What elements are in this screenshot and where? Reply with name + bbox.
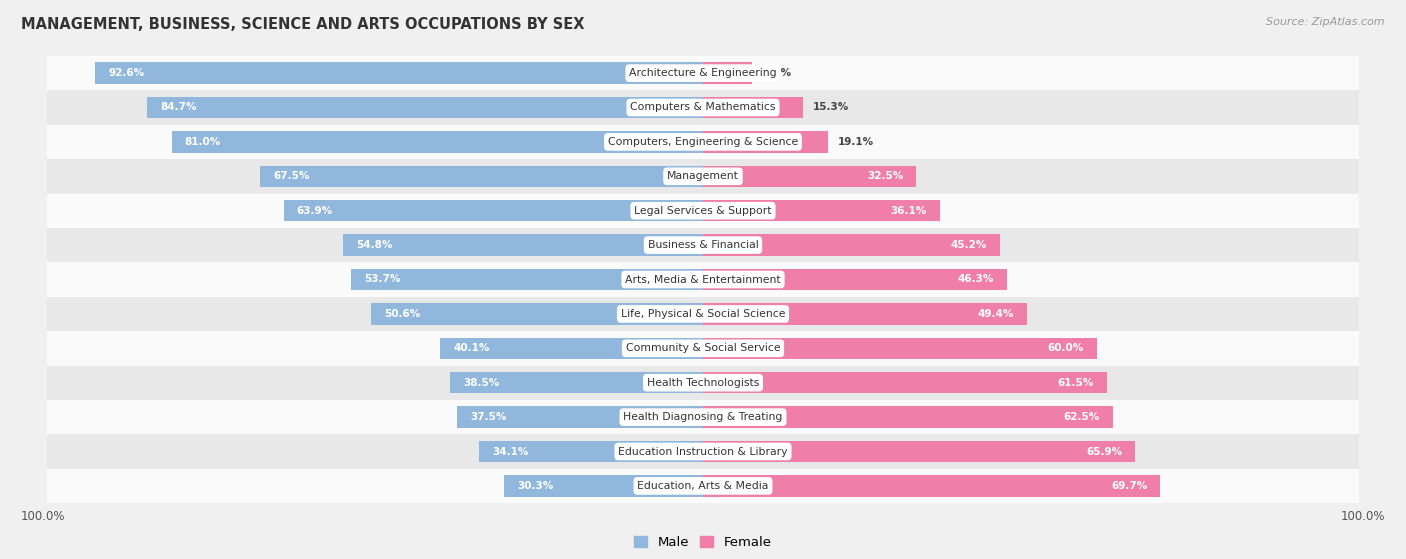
Bar	[440, 338, 703, 359]
Bar	[172, 131, 703, 153]
Text: 49.4%: 49.4%	[977, 309, 1014, 319]
Bar	[703, 406, 1114, 428]
Text: Education, Arts & Media: Education, Arts & Media	[637, 481, 769, 491]
Bar	[46, 193, 1360, 228]
Text: 81.0%: 81.0%	[184, 137, 221, 147]
Text: 15.3%: 15.3%	[813, 102, 849, 112]
Text: 63.9%: 63.9%	[297, 206, 333, 216]
Text: 32.5%: 32.5%	[868, 171, 903, 181]
Bar	[46, 228, 1360, 262]
Bar	[450, 372, 703, 394]
Bar	[343, 234, 703, 256]
Text: Community & Social Service: Community & Social Service	[626, 343, 780, 353]
Text: Computers, Engineering & Science: Computers, Engineering & Science	[607, 137, 799, 147]
Bar	[46, 331, 1360, 366]
Bar	[260, 165, 703, 187]
Bar	[46, 159, 1360, 193]
Text: 61.5%: 61.5%	[1057, 378, 1094, 388]
Text: 84.7%: 84.7%	[160, 102, 197, 112]
Legend: Male, Female: Male, Female	[628, 531, 778, 555]
Bar	[703, 63, 752, 84]
Text: 30.3%: 30.3%	[517, 481, 554, 491]
Bar	[703, 200, 939, 221]
Bar	[148, 97, 703, 118]
Bar	[284, 200, 703, 221]
Bar	[703, 475, 1160, 496]
Bar	[46, 366, 1360, 400]
Bar	[703, 303, 1028, 325]
Bar	[350, 269, 703, 290]
Bar	[46, 297, 1360, 331]
Bar	[46, 56, 1360, 91]
Text: Business & Financial: Business & Financial	[648, 240, 758, 250]
Text: 36.1%: 36.1%	[890, 206, 927, 216]
Text: Management: Management	[666, 171, 740, 181]
Text: 100.0%: 100.0%	[21, 510, 65, 523]
Bar	[703, 234, 1000, 256]
Text: Life, Physical & Social Science: Life, Physical & Social Science	[621, 309, 785, 319]
Text: Legal Services & Support: Legal Services & Support	[634, 206, 772, 216]
Bar	[46, 468, 1360, 503]
Bar	[703, 338, 1097, 359]
Text: 53.7%: 53.7%	[364, 274, 401, 285]
Text: 50.6%: 50.6%	[384, 309, 420, 319]
Text: Arts, Media & Entertainment: Arts, Media & Entertainment	[626, 274, 780, 285]
Bar	[703, 441, 1136, 462]
Text: Health Technologists: Health Technologists	[647, 378, 759, 388]
Bar	[703, 97, 803, 118]
Bar	[703, 165, 917, 187]
Text: 37.5%: 37.5%	[470, 412, 506, 422]
Bar	[703, 131, 828, 153]
Bar	[96, 63, 703, 84]
Text: 62.5%: 62.5%	[1064, 412, 1099, 422]
Text: 34.1%: 34.1%	[492, 447, 529, 457]
Text: 40.1%: 40.1%	[453, 343, 489, 353]
Bar	[479, 441, 703, 462]
Text: 45.2%: 45.2%	[950, 240, 987, 250]
Bar	[46, 434, 1360, 468]
Text: 54.8%: 54.8%	[357, 240, 392, 250]
Text: 92.6%: 92.6%	[108, 68, 145, 78]
Bar	[46, 91, 1360, 125]
Bar	[46, 262, 1360, 297]
Text: 69.7%: 69.7%	[1111, 481, 1147, 491]
Text: 38.5%: 38.5%	[464, 378, 499, 388]
Text: 19.1%: 19.1%	[838, 137, 875, 147]
Bar	[457, 406, 703, 428]
Text: Education Instruction & Library: Education Instruction & Library	[619, 447, 787, 457]
Text: 100.0%: 100.0%	[1341, 510, 1385, 523]
Text: Architecture & Engineering: Architecture & Engineering	[630, 68, 776, 78]
Bar	[703, 372, 1107, 394]
Bar	[703, 269, 1007, 290]
Text: 60.0%: 60.0%	[1047, 343, 1084, 353]
Bar	[46, 400, 1360, 434]
Text: MANAGEMENT, BUSINESS, SCIENCE AND ARTS OCCUPATIONS BY SEX: MANAGEMENT, BUSINESS, SCIENCE AND ARTS O…	[21, 17, 585, 32]
Text: 67.5%: 67.5%	[273, 171, 309, 181]
Bar	[371, 303, 703, 325]
Text: Health Diagnosing & Treating: Health Diagnosing & Treating	[623, 412, 783, 422]
Bar	[505, 475, 703, 496]
Text: 7.5%: 7.5%	[762, 68, 792, 78]
Text: 65.9%: 65.9%	[1087, 447, 1122, 457]
Text: 46.3%: 46.3%	[957, 274, 994, 285]
Bar	[46, 125, 1360, 159]
Text: Source: ZipAtlas.com: Source: ZipAtlas.com	[1267, 17, 1385, 27]
Text: Computers & Mathematics: Computers & Mathematics	[630, 102, 776, 112]
